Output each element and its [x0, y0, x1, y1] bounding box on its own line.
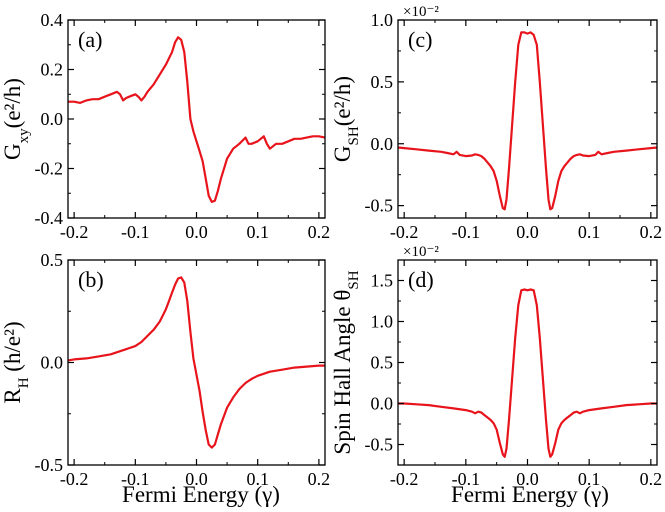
x-tick-label: -0.2 [390, 222, 419, 242]
y-tick-label: 0.5 [41, 250, 64, 270]
x-tick-label: -0.1 [121, 469, 150, 489]
y-tick-label: 1.5 [371, 271, 394, 291]
panel-label-d: (d) [408, 267, 434, 292]
y-axis-title-main: G [0, 143, 25, 160]
series-line-c [397, 31, 658, 211]
y-multiplier-d: ×10⁻² [403, 244, 439, 260]
y-axis-title-d: Spin Hall Angle θSH [330, 270, 362, 454]
panel-label-a: (a) [78, 27, 102, 52]
panel-d: -0.2 -0.1 0.0 0.1 0.2 -0.5 0.0 0.5 1.0 1.5 (d) ×10⁻… [330, 244, 662, 489]
y-axis-title-main: R [0, 388, 25, 404]
x-tick-label: -0.1 [452, 222, 481, 242]
y-axis-title-unit: (e²/h) [0, 78, 25, 128]
x-tick-label: 0.0 [516, 469, 539, 489]
y-axis-title-unit: (e²/h) [330, 76, 355, 126]
x-tick-label: -0.2 [60, 222, 89, 242]
y-axis-title-sub: H [16, 377, 32, 388]
y-tick-label: 0.0 [371, 394, 394, 414]
y-multiplier-c: ×10⁻² [403, 4, 439, 20]
y-axis-title-sub: SH [346, 270, 362, 289]
y-tick-label: -0.5 [365, 435, 394, 455]
x-tick-label: 0.0 [516, 222, 539, 242]
panel-c: -0.2 -0.1 0.0 0.1 0.2 -0.5 0.0 0.5 1.0 (c) ×10⁻² GS… [330, 4, 662, 242]
x-tick-label: 0.2 [640, 222, 663, 242]
y-axis-title-sub: xy [16, 128, 32, 144]
x-tick-label: 0.1 [246, 222, 269, 242]
y-tick-label: -0.5 [365, 196, 394, 216]
x-axis-title-right: Fermi Energy (γ) [451, 482, 609, 507]
x-tick-label: -0.2 [390, 469, 419, 489]
y-tick-label: 0.0 [41, 353, 64, 373]
series-line-b [67, 276, 325, 449]
plot-frame-b [67, 259, 326, 466]
plot-frame-c [397, 19, 658, 219]
x-tick-label: 0.0 [185, 222, 208, 242]
y-axis-title-main: G [330, 145, 355, 162]
x-tick-label: 0.1 [578, 222, 601, 242]
x-tick-label: 0.2 [640, 469, 663, 489]
panel-label-c: (c) [408, 27, 432, 52]
y-tick-label: 0.2 [41, 60, 64, 80]
x-tick-label: -0.2 [60, 469, 89, 489]
x-tick-label: 0.2 [308, 222, 331, 242]
x-tick-label: -0.1 [121, 222, 150, 242]
y-axis-title-sub: SH [346, 126, 362, 145]
y-tick-label: 0.5 [371, 72, 394, 92]
x-axis-title-left: Fermi Energy (γ) [122, 482, 280, 507]
y-tick-label: 1.0 [371, 312, 394, 332]
plot-frame-a [67, 19, 326, 219]
panel-a: -0.2 -0.1 0.0 0.1 0.2-0.4-0.20.00.20.4(a)Gxy… [0, 10, 330, 242]
y-tick-label: -0.5 [35, 455, 64, 475]
y-tick-label: 0.0 [371, 134, 394, 154]
y-tick-label: -0.4 [35, 208, 64, 228]
y-axis-title-unit: (h/e²) [0, 321, 25, 377]
y-axis-title-b: RH (h/e²) [0, 321, 32, 403]
panel-b: -0.2 -0.1 0.0 0.1 0.2 -0.5 0.0 0.5 (b) RH (h/e²) [0, 250, 330, 489]
x-tick-label: 0.1 [246, 469, 269, 489]
y-tick-label: 0.5 [371, 353, 394, 373]
plots-layer: -0.2 -0.1 0.0 0.1 0.2-0.4-0.20.00.20.4(a)Gxy… [0, 4, 662, 489]
panel-label-b: (b) [78, 267, 104, 292]
series-line-a [68, 36, 326, 203]
y-tick-label: 0.0 [41, 109, 64, 129]
x-tick-label: -0.1 [452, 469, 481, 489]
y-axis-title-a: Gxy(e²/h) [0, 78, 32, 160]
y-tick-label: 0.4 [41, 10, 64, 30]
series-line-d [398, 288, 657, 458]
x-tick-label: 0.0 [185, 469, 208, 489]
y-axis-title-main: Spin Hall Angle θ [330, 290, 355, 455]
x-tick-label: 0.2 [308, 469, 331, 489]
y-axis-title-c: GSH(e²/h) [330, 76, 362, 162]
x-tick-label: 0.1 [578, 469, 601, 489]
y-tick-label: 1.0 [371, 10, 394, 30]
y-tick-label: -0.2 [35, 159, 64, 179]
